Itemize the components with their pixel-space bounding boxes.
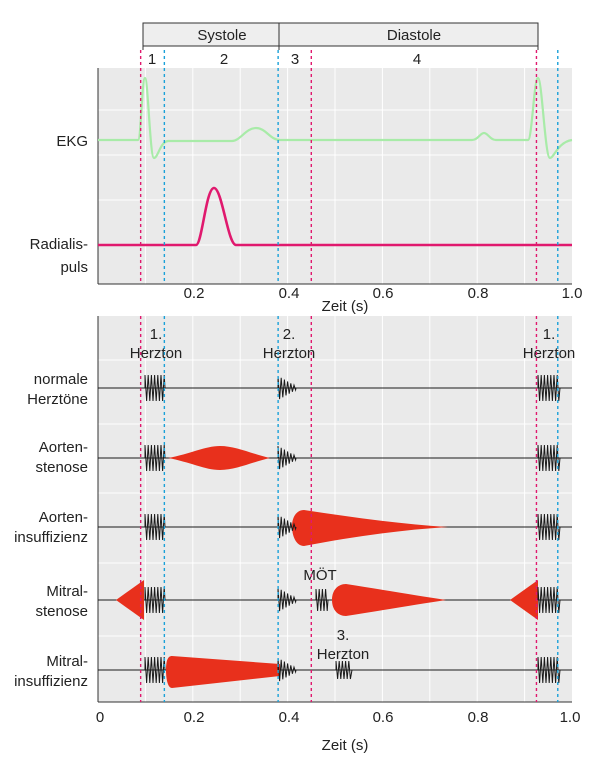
first-heart-sound-annotation-2a: 1. (543, 326, 556, 343)
top-panel: EKG Radialis- puls 0.2 0.4 0.6 0.8 1.0 Z… (30, 68, 583, 315)
period-1-label: 1 (148, 51, 156, 68)
second-heart-sound-annotation-b: Herzton (263, 345, 316, 362)
normal-sounds-second-sound (277, 375, 297, 400)
phase-header: Systole Diastole 1 2 3 4 (142, 22, 539, 68)
bottom-x-tick-0-2: 0.2 (184, 709, 205, 726)
bottom-panel-grid (98, 316, 572, 702)
aortic-stenosis-label-2: stenose (35, 459, 88, 476)
mitral-stenosis-label-2: stenose (35, 603, 88, 620)
third-heart-sound-annotation-a: 3. (337, 627, 350, 644)
normal-sounds-label-2: Herztöne (27, 391, 88, 408)
bottom-x-tick-0-8: 0.8 (468, 709, 489, 726)
aortic-stenosis-second-sound (277, 445, 297, 470)
mitral-stenosis-second-sound (277, 587, 297, 612)
mitral-stenosis-label-1: Mitral- (46, 583, 88, 600)
first-heart-sound-annotation-1b: Herzton (130, 345, 183, 362)
radial-pulse-trace (98, 186, 572, 247)
bottom-x-axis-label: Zeit (s) (322, 737, 369, 754)
top-x-axis-label: Zeit (s) (322, 298, 369, 315)
period-2-label: 2 (220, 51, 228, 68)
heart-sound-bursts (144, 374, 561, 684)
diastole-box (278, 22, 539, 47)
mitral-stenosis-presystolic-murmur-right (510, 580, 538, 620)
mitral-insufficiency-label-2: insuffizienz (14, 673, 88, 690)
top-x-tick-0-2: 0.2 (184, 285, 205, 302)
bottom-x-tick-0-4: 0.4 (279, 709, 300, 726)
normal-sounds-first-sound (144, 374, 166, 402)
normal-sounds-first-sound-next (537, 374, 561, 402)
mitral-stenosis-presystolic-murmur-left (116, 580, 144, 620)
mitral-insufficiency-first-sound (144, 656, 166, 684)
aortic-stenosis-murmur (168, 446, 270, 470)
aortic-insufficiency-murmur (292, 510, 448, 546)
diastole-label: Diastole (387, 27, 441, 44)
top-x-tick-1-0: 1.0 (562, 285, 583, 302)
normal-sounds-label-1: normale (34, 371, 88, 388)
bottom-x-tick-0-6: 0.6 (373, 709, 394, 726)
ekg-trace (98, 76, 573, 160)
aortic-stenosis-first-sound-next (537, 444, 561, 472)
aortic-insufficiency-first-sound (144, 513, 166, 541)
radial-pulse-row-label-2: puls (60, 259, 88, 276)
first-heart-sound-annotation-2b: Herzton (523, 345, 576, 362)
mitral-insufficiency-second-sound (277, 657, 297, 682)
bottom-x-tick-0: 0 (96, 709, 104, 726)
systole-label: Systole (197, 27, 246, 44)
timing-markers (139, 50, 559, 702)
mitral-stenosis-first-sound (144, 586, 166, 614)
ekg-row-label: EKG (56, 133, 88, 150)
third-heart-sound-annotation-b: Herzton (317, 646, 370, 663)
aortic-stenosis-label-1: Aorten- (39, 439, 88, 456)
bottom-panel: normale Herztöne Aorten- stenose Aorten-… (14, 316, 580, 754)
mitral-insufficiency-label-1: Mitral- (46, 653, 88, 670)
second-heart-sound-annotation-a: 2. (283, 326, 296, 343)
mitral-stenosis-first-sound-next (537, 586, 561, 614)
aortic-insufficiency-label-1: Aorten- (39, 509, 88, 526)
aortic-insufficiency-first-sound-next (537, 513, 561, 541)
mitral-insufficiency-third-sound (335, 660, 353, 680)
mitral-insufficiency-murmur (166, 656, 280, 688)
mitral-stenosis-diastolic-murmur (332, 584, 446, 616)
period-4-label: 4 (413, 51, 421, 68)
mitral-stenosis-opening-snap (315, 588, 329, 612)
mitral-opening-snap-annotation: MÖT (303, 566, 336, 584)
top-x-tick-0-8: 0.8 (468, 285, 489, 302)
aortic-stenosis-first-sound (144, 444, 166, 472)
mitral-insufficiency-first-sound-next (537, 656, 561, 684)
bottom-x-tick-1-0: 1.0 (560, 709, 581, 726)
top-x-tick-0-4: 0.4 (279, 285, 300, 302)
radial-pulse-row-label-1: Radialis- (30, 236, 88, 253)
first-heart-sound-annotation-1a: 1. (150, 326, 163, 343)
aortic-insufficiency-label-2: insuffizienz (14, 529, 88, 546)
aortic-insufficiency-second-sound (277, 514, 297, 539)
period-3-label: 3 (291, 51, 299, 68)
top-x-tick-0-6: 0.6 (373, 285, 394, 302)
